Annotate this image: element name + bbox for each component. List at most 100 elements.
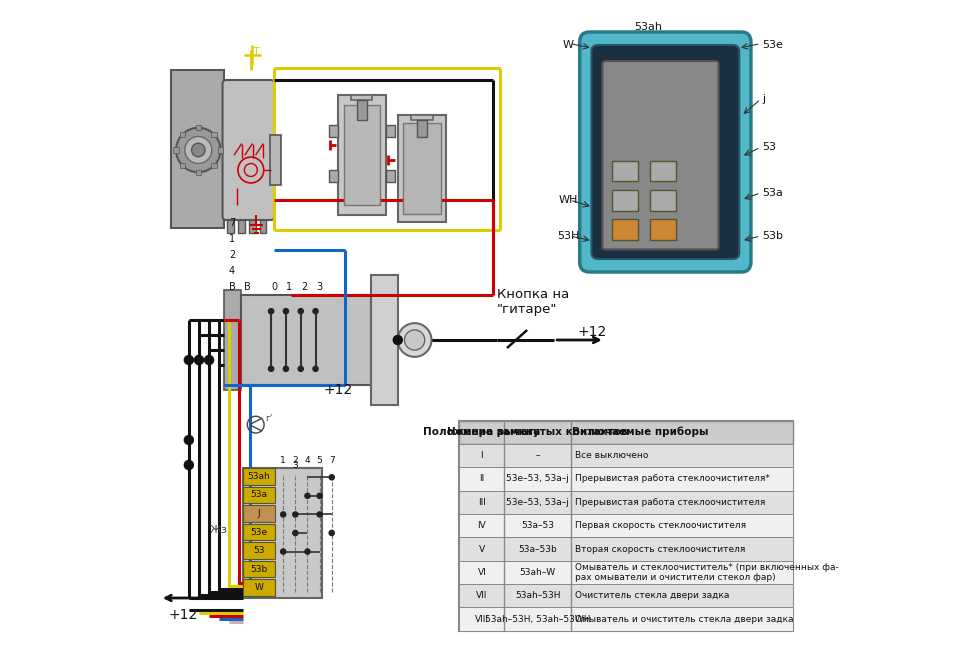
Text: III: III	[478, 498, 486, 507]
Bar	[249, 220, 255, 233]
Text: 53a: 53a	[251, 490, 268, 499]
Bar	[459, 421, 793, 444]
Text: Прерывистая работа стеклоочистителя*: Прерывистая работа стеклоочистителя*	[575, 474, 770, 483]
Text: 53е–53, 53а–j: 53е–53, 53а–j	[506, 474, 569, 483]
Text: Вторая скорость стеклоочистителя: Вторая скорость стеклоочистителя	[575, 545, 745, 554]
Text: 53ah: 53ah	[635, 22, 662, 32]
Bar	[459, 561, 793, 584]
Text: WH: WH	[559, 195, 578, 205]
Bar	[339, 95, 386, 215]
Bar	[459, 444, 793, 467]
FancyBboxPatch shape	[223, 80, 275, 220]
FancyBboxPatch shape	[591, 45, 739, 259]
Text: 1: 1	[228, 234, 235, 244]
Bar	[350, 95, 372, 100]
Bar	[417, 120, 427, 137]
Text: T: T	[252, 47, 259, 57]
Text: 53e: 53e	[251, 527, 268, 536]
Bar	[411, 115, 433, 120]
Bar	[174, 148, 179, 153]
Bar	[403, 123, 441, 214]
Bar	[650, 160, 676, 181]
Bar	[329, 125, 338, 137]
Text: VIII: VIII	[475, 615, 489, 624]
Text: +12: +12	[324, 383, 353, 397]
Text: 53: 53	[762, 142, 777, 152]
Text: 53е–53, 53а–j: 53е–53, 53а–j	[506, 498, 569, 507]
Text: II: II	[479, 474, 485, 483]
Circle shape	[184, 435, 193, 444]
Text: 7: 7	[228, 218, 235, 228]
Text: Жз: Жз	[210, 525, 228, 535]
Circle shape	[299, 366, 303, 371]
Bar	[243, 523, 276, 540]
Text: Кнопка на
"гитаре": Кнопка на "гитаре"	[497, 288, 569, 316]
Text: 53: 53	[253, 546, 265, 555]
Bar	[270, 135, 281, 185]
Bar	[243, 505, 276, 521]
Text: Омыватель и очиститель стекла двери задка: Омыватель и очиститель стекла двери задк…	[575, 615, 794, 624]
Text: 53a: 53a	[762, 188, 783, 198]
Circle shape	[299, 309, 303, 314]
Text: 53H: 53H	[557, 231, 579, 241]
Bar	[238, 220, 245, 233]
Text: j: j	[762, 94, 766, 104]
Circle shape	[184, 461, 193, 470]
Text: 1: 1	[286, 282, 293, 292]
Circle shape	[305, 549, 310, 554]
Circle shape	[305, 493, 310, 498]
Bar	[243, 580, 276, 596]
Bar	[357, 100, 367, 120]
Bar	[459, 538, 793, 561]
Circle shape	[397, 323, 431, 357]
Bar	[459, 514, 793, 538]
Bar	[243, 468, 322, 598]
Bar	[612, 190, 638, 210]
Bar	[228, 220, 234, 233]
Bar	[344, 105, 380, 205]
Text: 53ah–53Н, 53ah–53WН: 53ah–53Н, 53ah–53WН	[485, 615, 590, 624]
Bar	[243, 487, 276, 503]
Circle shape	[269, 366, 274, 371]
Text: IV: IV	[477, 521, 486, 530]
Text: B: B	[244, 282, 251, 292]
Bar	[459, 584, 793, 608]
Circle shape	[329, 475, 334, 480]
Bar	[171, 70, 224, 228]
Bar	[196, 125, 201, 130]
Text: Омыватель и стеклоочиститель* (при включенных фа-
рах омыватели и очистители сте: Омыватель и стеклоочиститель* (при включ…	[575, 563, 839, 582]
Text: 53b: 53b	[251, 565, 268, 574]
Text: J: J	[257, 509, 260, 518]
Circle shape	[404, 330, 424, 350]
Text: Все выключено: Все выключено	[575, 451, 648, 460]
Text: –: –	[536, 451, 540, 460]
Text: 4: 4	[228, 266, 235, 276]
Bar	[224, 290, 241, 390]
Bar	[180, 132, 185, 137]
Bar	[612, 219, 638, 239]
Text: 1: 1	[280, 455, 286, 465]
Circle shape	[280, 512, 286, 517]
Bar	[259, 220, 266, 233]
Bar	[218, 148, 223, 153]
Circle shape	[269, 309, 274, 314]
Text: 53e: 53e	[762, 40, 783, 50]
Text: 2: 2	[228, 250, 235, 260]
Circle shape	[313, 309, 318, 314]
Text: +12: +12	[169, 608, 198, 622]
Circle shape	[317, 493, 323, 498]
Circle shape	[204, 355, 213, 364]
Bar	[459, 490, 793, 514]
Circle shape	[293, 531, 298, 536]
Text: 2: 2	[301, 282, 307, 292]
Text: Включаемые приборы: Включаемые приборы	[572, 427, 708, 437]
Circle shape	[293, 512, 298, 517]
FancyBboxPatch shape	[602, 61, 719, 249]
Text: W: W	[563, 40, 573, 50]
Bar	[459, 608, 793, 631]
Text: 53ah–53Н: 53ah–53Н	[515, 591, 561, 600]
Text: Номера замкнутых контактов: Номера замкнутых контактов	[447, 427, 628, 437]
Bar	[650, 190, 676, 210]
Text: 53а–53: 53а–53	[521, 521, 554, 530]
Text: Первая скорость стеклоочистителя: Первая скорость стеклоочистителя	[575, 521, 746, 530]
